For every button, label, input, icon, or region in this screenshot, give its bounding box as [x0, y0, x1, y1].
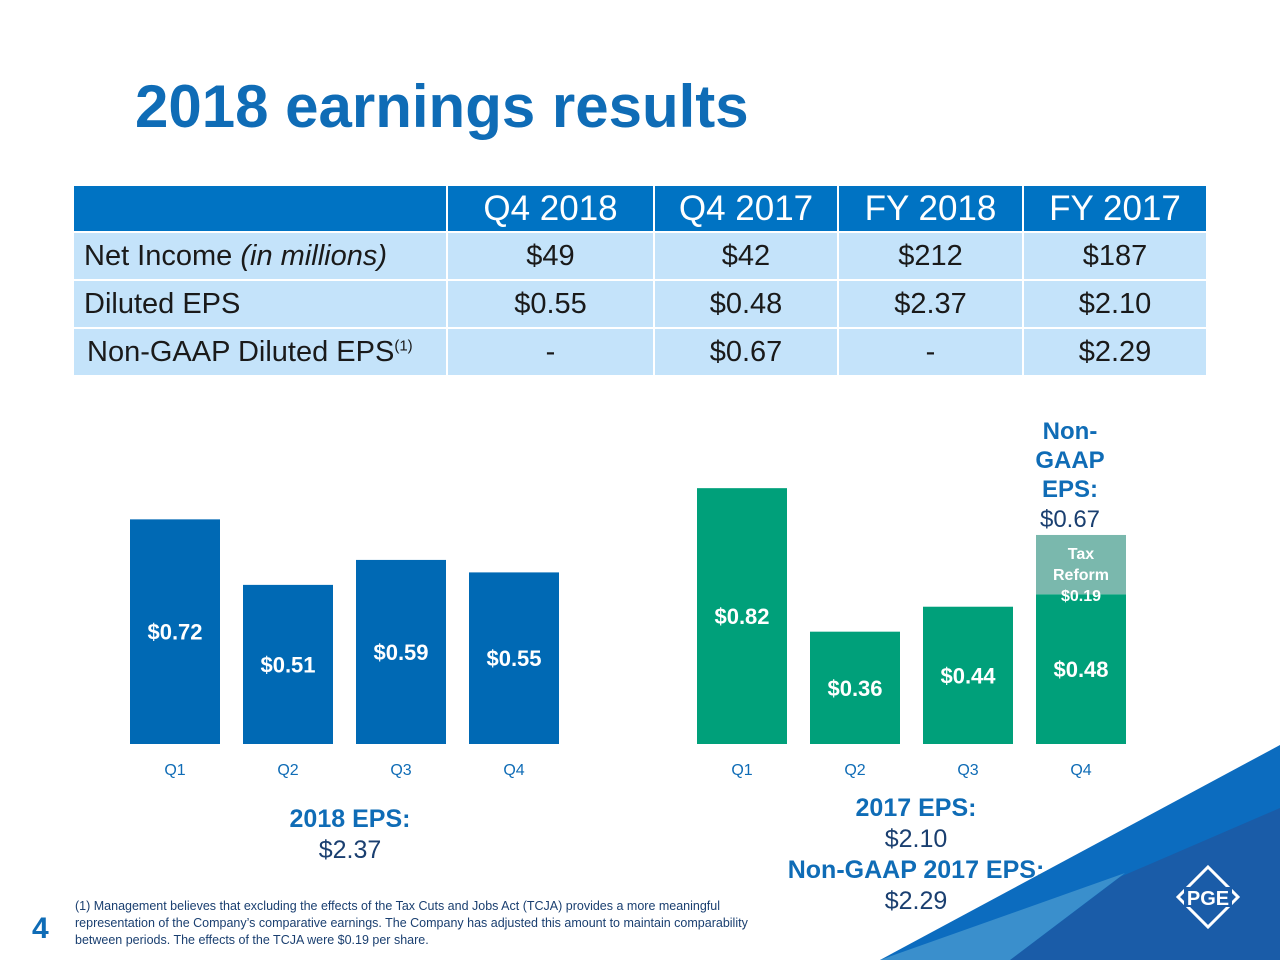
nongaap-annotation: EPS:: [1042, 476, 1098, 503]
cell: $187: [1022, 231, 1208, 281]
cell: $0.48: [653, 279, 839, 329]
table-row: Net Income (in millions) $49 $42 $212 $1…: [72, 231, 1208, 281]
eps-2017-value: $2.10: [884, 825, 948, 853]
nongaap-2017-label: Non-GAAP 2017 EPS:: [787, 856, 1045, 884]
data-label: $0.82: [714, 604, 769, 629]
data-label: $0.72: [147, 620, 202, 645]
row-label-text: Net Income: [84, 239, 233, 272]
bar-2018-Q3: [356, 559, 446, 744]
x-tick-label: Q1: [731, 762, 752, 779]
cell: -: [446, 327, 655, 377]
bar-2017-Q4: [1036, 594, 1126, 744]
row-label: Net Income (in millions): [72, 231, 448, 281]
eps-2017-summary: 2017 EPS: $2.10 Non-GAAP 2017 EPS: $2.29: [766, 793, 1066, 917]
x-tick-label: Q3: [957, 762, 978, 779]
row-label: Diluted EPS: [72, 279, 448, 329]
tax-reform-label: Reform: [1053, 567, 1109, 584]
bar-tax-reform: [1036, 534, 1126, 595]
cell: $2.10: [1022, 279, 1208, 329]
tax-reform-label: $0.19: [1061, 588, 1101, 605]
bar-2017-Q1: [697, 488, 787, 744]
eps-2018-summary: 2018 EPS: $2.37: [270, 804, 430, 866]
x-tick-label: Q4: [1070, 762, 1091, 779]
table-header-row: Q4 2018 Q4 2017 FY 2018 FY 2017: [72, 184, 1208, 233]
x-tick-label: Q2: [844, 762, 865, 779]
bar-2018-Q4: [469, 572, 559, 744]
cell: $42: [653, 231, 839, 281]
x-tick-label: Q4: [503, 762, 524, 779]
cell: -: [837, 327, 1024, 377]
data-label: $0.59: [373, 640, 428, 665]
bar-2017-Q3: [923, 606, 1013, 744]
earnings-table: Q4 2018 Q4 2017 FY 2018 FY 2017 Net Inco…: [72, 184, 1208, 377]
bar-2017-Q2: [810, 631, 900, 744]
table-row: Non-GAAP Diluted EPS(1) - $0.67 - $2.29: [72, 327, 1208, 377]
tax-reform-label: Tax: [1068, 546, 1094, 563]
footnote-marker: (1): [394, 336, 413, 354]
data-label: $0.44: [940, 663, 996, 688]
eps-bar-chart: $0.72 Q1 $0.51 Q2 $0.59 Q3 $0.55 Q4 $0.82 Q1 $0.36…: [130, 418, 1126, 779]
cell: $2.29: [1022, 327, 1208, 377]
header-cell: Q4 2017: [653, 184, 839, 233]
cell: $0.55: [446, 279, 655, 329]
nongaap-2017-value: $2.29: [884, 887, 948, 915]
data-label: $0.48: [1053, 657, 1108, 682]
row-label-note: (in millions): [240, 239, 387, 272]
cell: $49: [446, 231, 655, 281]
cell: $212: [837, 231, 1024, 281]
footnote: (1) Management believes that excluding t…: [75, 899, 748, 947]
x-tick-label: Q1: [164, 762, 185, 779]
eps-2018-value: $2.37: [318, 836, 382, 864]
eps-2017-label: 2017 EPS:: [855, 794, 977, 822]
row-label: Non-GAAP Diluted EPS(1): [72, 327, 448, 377]
nongaap-annotation: GAAP: [1035, 447, 1104, 474]
data-label: $0.51: [260, 652, 315, 677]
eps-2018-label: 2018 EPS:: [289, 805, 411, 833]
svg-text:PGE: PGE: [1187, 888, 1229, 910]
nongaap-annotation: Non-: [1043, 418, 1098, 445]
corner-band-accent: [880, 873, 1125, 960]
data-label: $0.55: [486, 646, 541, 671]
nongaap-annotation-value: $0.67: [1040, 506, 1100, 533]
cell: $0.67: [653, 327, 839, 377]
x-tick-label: Q3: [390, 762, 411, 779]
data-label: $0.36: [827, 676, 882, 701]
x-tick-label: Q2: [277, 762, 298, 779]
header-cell: Q4 2018: [446, 184, 655, 233]
table-row: Diluted EPS $0.55 $0.48 $2.37 $2.10: [72, 279, 1208, 329]
header-cell: [72, 184, 448, 233]
page-title: 2018 earnings results: [135, 73, 749, 140]
bar-2018-Q2: [243, 584, 333, 744]
header-cell: FY 2018: [837, 184, 1024, 233]
bar-2018-Q1: [130, 519, 220, 744]
row-label-text: Non-GAAP Diluted EPS: [87, 335, 395, 368]
page-number: 4: [32, 912, 49, 945]
pge-logo: PGE: [1175, 864, 1241, 930]
header-cell: FY 2017: [1022, 184, 1208, 233]
cell: $2.37: [837, 279, 1024, 329]
